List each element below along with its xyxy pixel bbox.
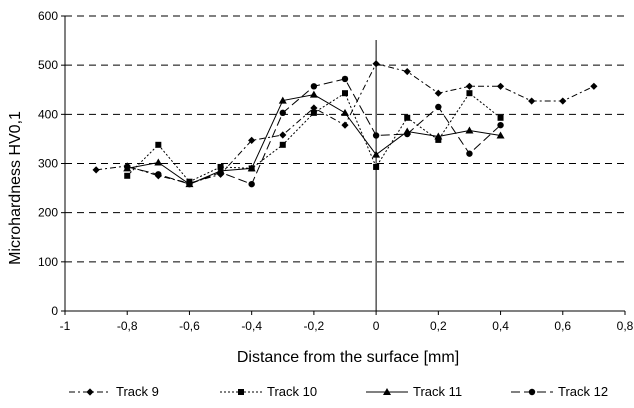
x-tick-label: -1	[60, 319, 71, 333]
data-point	[248, 180, 255, 188]
data-point	[372, 150, 381, 158]
data-point	[404, 114, 411, 121]
series-layer	[92, 60, 598, 188]
y-tick-label: 300	[38, 157, 58, 171]
y-tick-labels: 0 100 200 300 400 500 600	[38, 9, 58, 318]
x-tick-label: 0,8	[617, 319, 634, 333]
data-point	[310, 83, 318, 90]
data-point	[279, 131, 287, 139]
legend-marker	[383, 388, 391, 395]
grid-lines	[65, 15, 625, 263]
data-point	[341, 75, 349, 83]
legend-label: Track 10	[267, 384, 317, 399]
legend-label: Track 9	[116, 384, 159, 399]
x-tick-label: 0	[373, 319, 380, 333]
legend-marker	[86, 388, 94, 396]
data-point	[403, 67, 411, 76]
legend-marker	[528, 388, 536, 396]
data-point	[92, 166, 100, 174]
data-point	[466, 90, 473, 97]
data-point	[124, 163, 131, 171]
data-point	[497, 114, 504, 121]
data-point	[217, 169, 224, 176]
data-point	[310, 104, 318, 112]
data-point	[434, 89, 442, 97]
data-point	[155, 171, 162, 178]
y-axis-label: Microhardness HV0,1	[7, 111, 24, 265]
data-point	[497, 121, 504, 129]
data-point	[434, 132, 443, 140]
data-point	[341, 121, 349, 129]
legend-label: Track 12	[558, 384, 608, 399]
data-point	[155, 141, 162, 148]
data-point	[279, 109, 286, 117]
series-track-12	[124, 75, 504, 188]
data-point	[372, 60, 380, 68]
data-point	[124, 172, 131, 179]
data-point	[496, 82, 505, 90]
data-point	[279, 141, 286, 148]
data-point	[466, 150, 473, 157]
data-point	[435, 103, 442, 111]
data-point	[528, 97, 536, 105]
data-point	[465, 82, 474, 90]
y-tick-label: 100	[38, 255, 58, 269]
data-point	[435, 136, 442, 143]
data-point	[247, 164, 256, 172]
data-point	[310, 109, 317, 116]
y-tick-label: 600	[38, 9, 58, 23]
y-tick-label: 500	[38, 58, 58, 72]
x-tick-label: 0,4	[492, 319, 509, 333]
data-point	[373, 163, 380, 170]
data-point	[309, 90, 318, 98]
data-point	[186, 180, 193, 188]
data-point	[372, 132, 380, 139]
data-point	[496, 131, 505, 139]
data-point	[465, 126, 474, 134]
data-point	[341, 108, 349, 116]
legend-item: Track 10	[220, 384, 317, 399]
data-point	[342, 90, 348, 97]
y-tick-label: 400	[38, 107, 58, 121]
legend-label: Track 11	[413, 384, 462, 399]
data-point	[559, 97, 567, 105]
y-tick-label: 0	[51, 304, 58, 318]
legend: Track 9 Track 10 Track 11 Track 12	[69, 384, 608, 399]
data-point	[404, 130, 411, 138]
x-tick-label: 0,6	[554, 319, 571, 333]
data-point	[154, 158, 163, 166]
legend-item: Track 12	[511, 384, 608, 399]
x-tick-label: 0,2	[430, 319, 447, 333]
y-tick-label: 200	[38, 206, 58, 220]
x-tick-labels: -1 -0,8 -0,6 -0,4 -0,2 0 0,2 0,4 0,6 0,8	[60, 319, 634, 333]
data-point	[278, 96, 287, 104]
x-tick-label: -0,2	[304, 319, 325, 333]
x-tick-label: -0,4	[241, 319, 262, 333]
x-axis-label: Distance from the surface [mm]	[237, 349, 459, 366]
x-tick-label: -0,6	[179, 319, 200, 333]
legend-item: Track 11	[366, 384, 462, 399]
legend-item: Track 9	[69, 384, 159, 399]
plot-area	[61, 15, 626, 315]
x-tick-label: -0,8	[117, 319, 138, 333]
data-point	[590, 82, 598, 90]
data-point	[248, 136, 256, 144]
legend-marker	[238, 389, 244, 395]
